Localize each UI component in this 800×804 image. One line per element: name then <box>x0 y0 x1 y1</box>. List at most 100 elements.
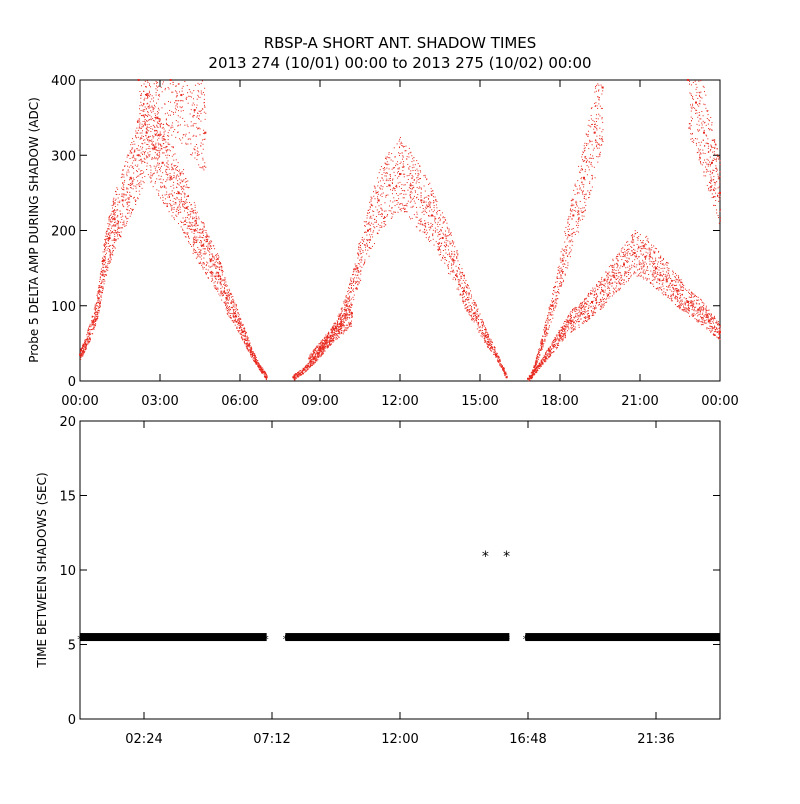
data-point <box>80 359 81 360</box>
data-point <box>133 188 134 189</box>
data-point <box>173 154 174 155</box>
data-point <box>161 148 162 149</box>
data-point <box>163 197 164 198</box>
data-point <box>126 218 127 219</box>
data-point <box>138 183 139 184</box>
data-point <box>172 205 173 206</box>
data-point <box>131 196 132 197</box>
data-point <box>183 110 184 111</box>
data-point <box>114 234 115 235</box>
data-point <box>87 336 88 337</box>
data-point <box>156 130 157 131</box>
data-point <box>356 277 357 278</box>
data-point <box>168 125 169 126</box>
data-point <box>450 273 451 274</box>
data-point <box>377 196 378 197</box>
data-point <box>150 172 151 173</box>
data-point <box>362 250 363 251</box>
data-point <box>159 134 160 135</box>
data-point <box>355 266 356 267</box>
data-point <box>387 186 388 187</box>
data-point <box>454 277 455 278</box>
data-point <box>204 248 205 249</box>
data-point <box>355 274 356 275</box>
data-point <box>102 260 103 261</box>
data-point <box>390 176 391 177</box>
data-point <box>227 310 228 311</box>
data-point <box>221 269 222 270</box>
data-point <box>262 371 263 372</box>
data-point <box>407 175 408 176</box>
data-point <box>369 224 370 225</box>
data-point <box>391 159 392 160</box>
data-point <box>328 342 329 343</box>
data-point <box>194 149 195 150</box>
data-point <box>217 283 218 284</box>
data-point <box>333 334 334 335</box>
data-point <box>371 197 372 198</box>
data-point <box>133 141 134 142</box>
data-point <box>141 163 142 164</box>
data-point <box>202 233 203 234</box>
data-point <box>105 257 106 258</box>
data-point <box>434 205 435 206</box>
data-point <box>452 258 453 259</box>
data-point <box>222 270 223 271</box>
data-point <box>201 167 202 168</box>
data-point <box>483 333 484 334</box>
data-point <box>355 264 356 265</box>
data-point <box>165 88 166 89</box>
data-point <box>172 195 173 196</box>
data-point <box>103 281 104 282</box>
data-point <box>192 105 193 106</box>
data-point <box>347 328 348 329</box>
data-point <box>112 254 113 255</box>
data-point <box>338 327 339 328</box>
data-point <box>171 146 172 147</box>
data-point <box>173 84 174 85</box>
data-point <box>149 124 150 125</box>
data-point <box>334 325 335 326</box>
data-point <box>144 98 145 99</box>
data-point <box>218 294 219 295</box>
data-point <box>478 308 479 309</box>
data-point <box>156 189 157 190</box>
data-point <box>463 301 464 302</box>
data-point <box>190 113 191 114</box>
data-point <box>126 199 127 200</box>
data-point <box>410 152 411 153</box>
data-point <box>254 357 255 358</box>
data-point <box>255 362 256 363</box>
data-point <box>141 126 142 127</box>
data-point <box>144 182 145 183</box>
data-point <box>259 369 260 370</box>
data-point <box>166 203 167 204</box>
data-point <box>537 370 538 371</box>
data-point <box>155 168 156 169</box>
data-point <box>448 249 449 250</box>
data-point <box>408 201 409 202</box>
data-point <box>164 186 165 187</box>
data-point <box>191 204 192 205</box>
data-point <box>112 211 113 212</box>
data-point <box>201 221 202 222</box>
data-point <box>182 100 183 101</box>
data-point <box>147 127 148 128</box>
data-point <box>220 276 221 277</box>
data-point <box>169 155 170 156</box>
data-point <box>484 334 485 335</box>
top-data-points <box>79 79 721 381</box>
data-point <box>113 204 114 205</box>
data-point <box>177 209 178 210</box>
data-point <box>421 197 422 198</box>
data-point <box>89 335 90 336</box>
data-point <box>162 137 163 138</box>
data-point <box>429 183 430 184</box>
data-point <box>235 319 236 320</box>
data-point <box>297 375 298 376</box>
data-point <box>162 182 163 183</box>
data-point <box>226 300 227 301</box>
data-point <box>374 222 375 223</box>
data-point <box>149 115 150 116</box>
data-point <box>218 279 219 280</box>
